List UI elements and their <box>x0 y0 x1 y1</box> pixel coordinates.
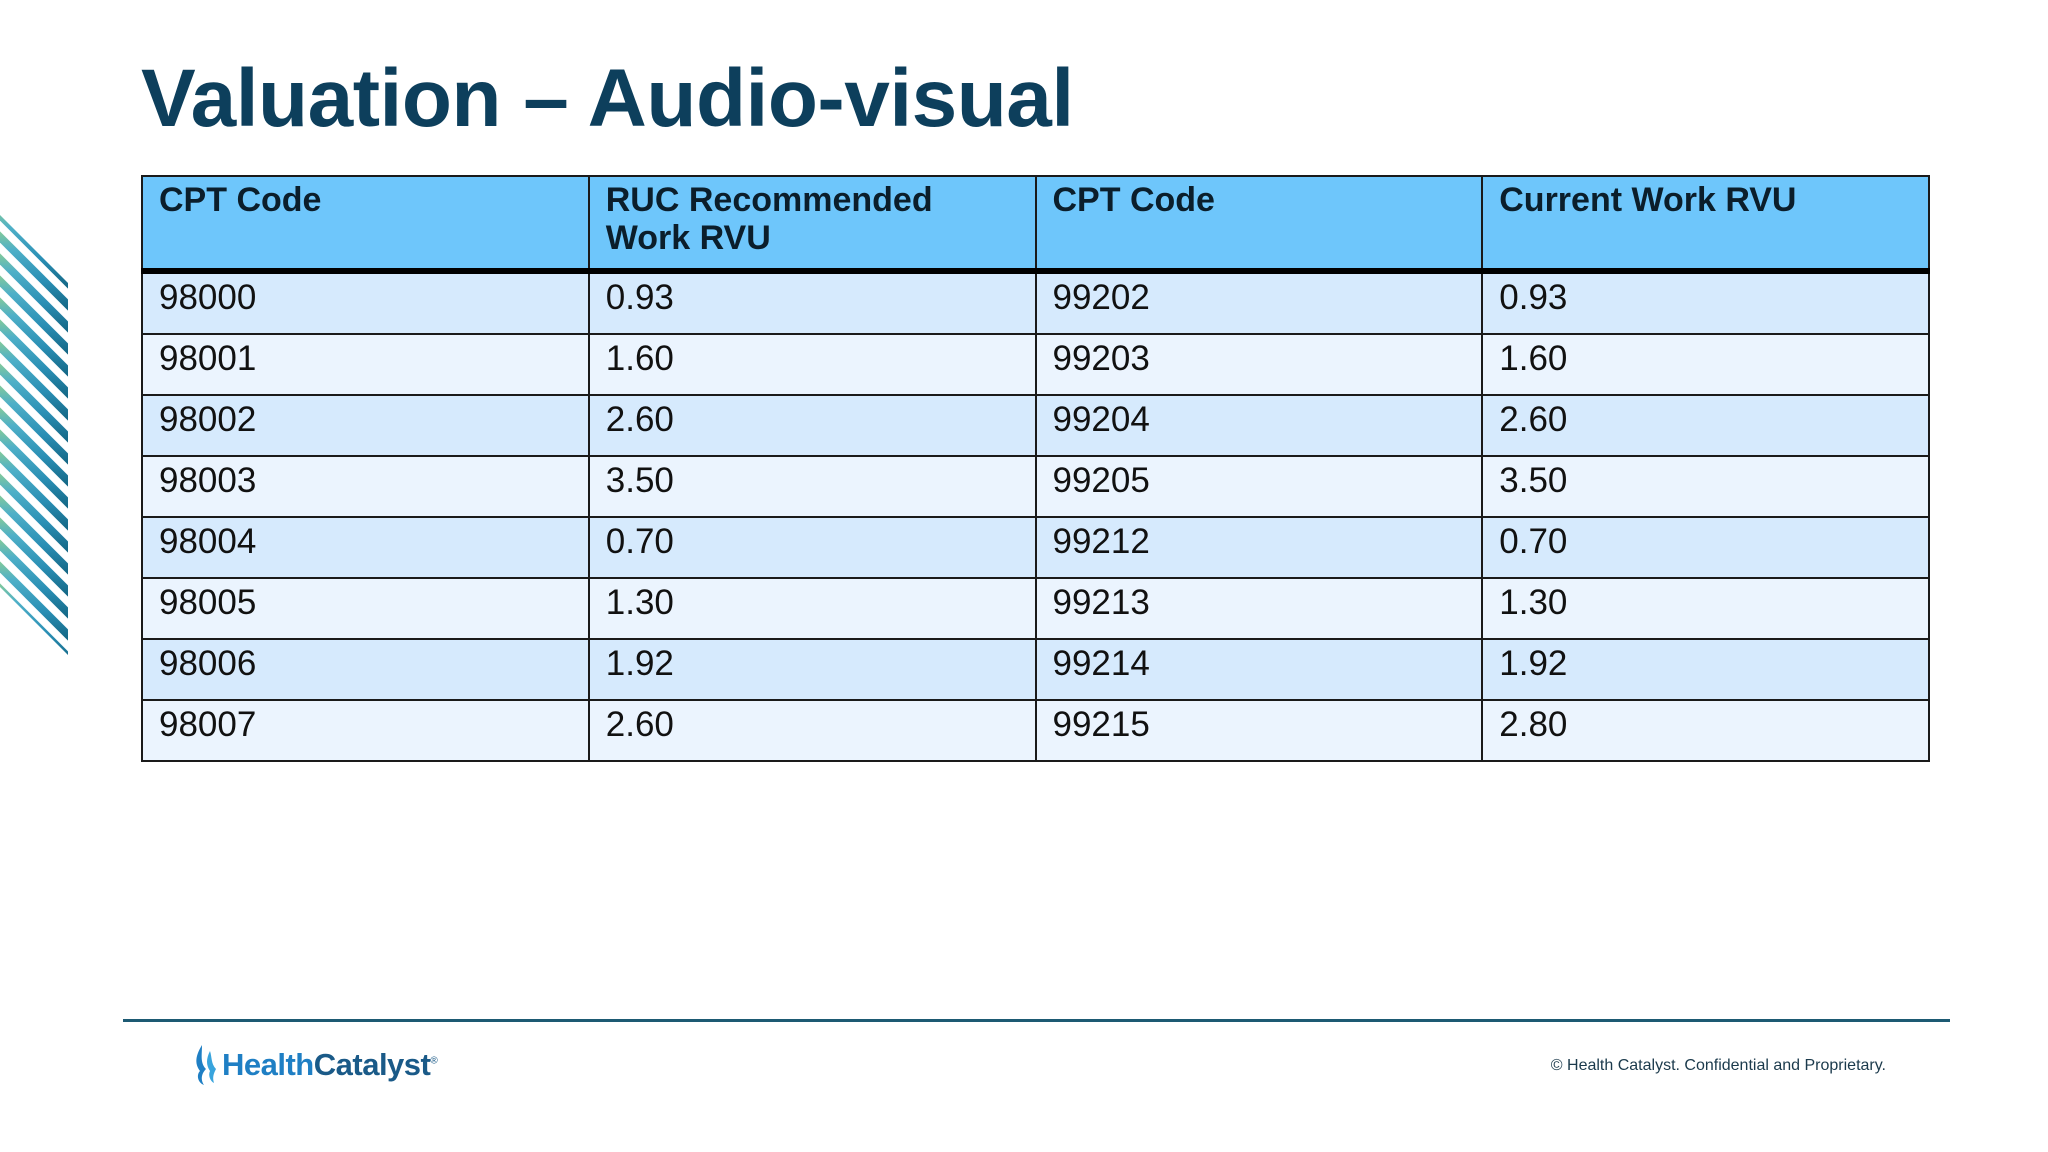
table-cell: 2.60 <box>1482 395 1929 456</box>
table-cell: 99212 <box>1036 517 1483 578</box>
logo-wordmark: HealthCatalyst® <box>222 1047 437 1083</box>
table-cell: 98001 <box>142 334 589 395</box>
health-catalyst-logo: HealthCatalyst® <box>192 1043 437 1087</box>
table-row: 98001 1.60 99203 1.60 <box>142 334 1929 395</box>
table-cell: 1.30 <box>1482 578 1929 639</box>
logo-text-health: Health <box>222 1047 314 1082</box>
table-cell: 0.70 <box>589 517 1036 578</box>
table-cell: 99202 <box>1036 271 1483 334</box>
table-cell: 98007 <box>142 700 589 761</box>
table-row: 98007 2.60 99215 2.80 <box>142 700 1929 761</box>
diagonal-stripes-icon <box>0 215 68 655</box>
table-cell: 1.92 <box>1482 639 1929 700</box>
valuation-table: CPT Code RUC Recommended Work RVU CPT Co… <box>141 175 1930 762</box>
table-cell: 1.60 <box>1482 334 1929 395</box>
column-header-current-work-rvu: Current Work RVU <box>1482 176 1929 271</box>
logo-text-catalyst: Catalyst <box>314 1047 431 1082</box>
table-cell: 2.60 <box>589 395 1036 456</box>
table-cell: 3.50 <box>589 456 1036 517</box>
page-title: Valuation – Audio-visual <box>141 52 1074 146</box>
footer-divider <box>123 1019 1950 1022</box>
table-cell: 98006 <box>142 639 589 700</box>
table-row: 98005 1.30 99213 1.30 <box>142 578 1929 639</box>
table-cell: 98002 <box>142 395 589 456</box>
table-cell: 99214 <box>1036 639 1483 700</box>
column-header-cpt-code-current: CPT Code <box>1036 176 1483 271</box>
table-cell: 2.60 <box>589 700 1036 761</box>
table-cell: 1.92 <box>589 639 1036 700</box>
table-row: 98000 0.93 99202 0.93 <box>142 271 1929 334</box>
table-cell: 99213 <box>1036 578 1483 639</box>
table-cell: 99215 <box>1036 700 1483 761</box>
table-row: 98006 1.92 99214 1.92 <box>142 639 1929 700</box>
logo-registered-mark: ® <box>430 1056 437 1067</box>
table-cell: 99205 <box>1036 456 1483 517</box>
table-cell: 98004 <box>142 517 589 578</box>
copyright-notice: © Health Catalyst. Confidential and Prop… <box>1551 1057 1886 1075</box>
table-cell: 1.60 <box>589 334 1036 395</box>
table-row: 98002 2.60 99204 2.60 <box>142 395 1929 456</box>
table-cell: 2.80 <box>1482 700 1929 761</box>
table-cell: 99204 <box>1036 395 1483 456</box>
table-cell: 0.93 <box>1482 271 1929 334</box>
table-row: 98004 0.70 99212 0.70 <box>142 517 1929 578</box>
table-cell: 99203 <box>1036 334 1483 395</box>
flame-logo-icon <box>192 1043 218 1087</box>
table-cell: 0.70 <box>1482 517 1929 578</box>
table-cell: 98005 <box>142 578 589 639</box>
column-header-cpt-code: CPT Code <box>142 176 589 271</box>
table-header-row: CPT Code RUC Recommended Work RVU CPT Co… <box>142 176 1929 271</box>
table-cell: 98003 <box>142 456 589 517</box>
table-cell: 3.50 <box>1482 456 1929 517</box>
column-header-ruc-recommended-work-rvu: RUC Recommended Work RVU <box>589 176 1036 271</box>
table-cell: 98000 <box>142 271 589 334</box>
table-row: 98003 3.50 99205 3.50 <box>142 456 1929 517</box>
table-cell: 1.30 <box>589 578 1036 639</box>
table-cell: 0.93 <box>589 271 1036 334</box>
